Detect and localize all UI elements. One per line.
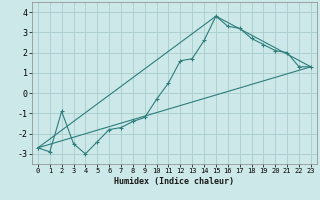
X-axis label: Humidex (Indice chaleur): Humidex (Indice chaleur) [115, 177, 234, 186]
